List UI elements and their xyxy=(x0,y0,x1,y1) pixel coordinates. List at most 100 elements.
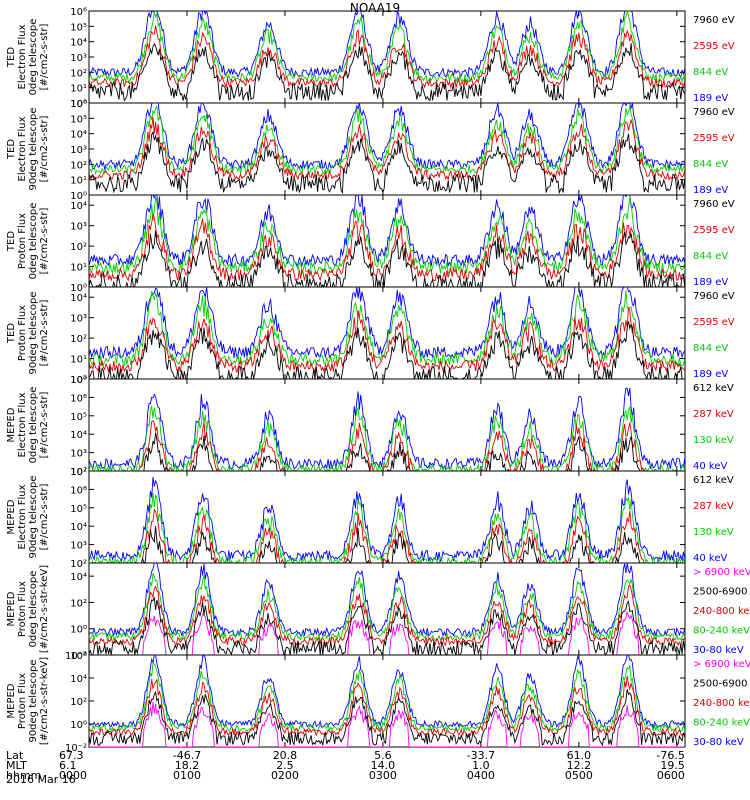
series-line xyxy=(89,526,685,563)
y-tick-label: 10² xyxy=(70,242,87,253)
y-axis-label-line: MEPED xyxy=(6,591,17,626)
y-axis-label-line: 90deg telescope xyxy=(28,659,39,742)
x-tick-label: 0100 xyxy=(173,769,201,782)
y-axis-label-line: [#/cm2-s-str] xyxy=(39,391,50,458)
series-line xyxy=(89,289,685,367)
y-tick-label: 10⁴ xyxy=(70,293,87,304)
series-line xyxy=(89,492,685,563)
y-tick-label: 10⁴ xyxy=(70,38,87,49)
y-axis-label-line: MEPED xyxy=(6,407,17,442)
y-axis-label-line: [#/cm2-s-str] xyxy=(39,23,50,90)
legend-entry: 2595 eV xyxy=(693,133,735,144)
y-tick-label: 10³ xyxy=(70,222,87,233)
legend-entry: 80-240 keV xyxy=(693,626,750,637)
y-tick-label: 10⁰ xyxy=(70,191,87,202)
legend-entry: 7960 eV xyxy=(693,15,735,26)
y-axis-label-line: 90deg telescope xyxy=(28,475,39,558)
series-line xyxy=(89,689,685,747)
series-line xyxy=(89,11,685,84)
y-axis-label-line: Proton Flux xyxy=(17,673,28,729)
legend-entry: 844 eV xyxy=(693,251,728,262)
y-tick-label: 10³ xyxy=(70,541,87,552)
x-tick-label: -46.7 xyxy=(173,749,201,762)
series-line xyxy=(89,563,685,638)
y-axis-label-line: Proton Flux xyxy=(17,581,28,637)
x-tick-label: 1.0 xyxy=(472,759,490,772)
x-tick-label: 18.2 xyxy=(175,759,200,772)
y-tick-label: 10⁴ xyxy=(70,572,87,583)
legend-entry: 130 keV xyxy=(693,527,734,538)
legend-entry: 2595 eV xyxy=(693,317,735,328)
y-axis-label: TED Proton Flux 90deg telescope [#/cm2-s-st… xyxy=(6,291,50,374)
x-tick-label: -33.7 xyxy=(467,749,495,762)
y-tick-label: 10⁵ xyxy=(70,114,87,125)
footer-date: 2016 Mar 16 xyxy=(6,773,76,786)
legend-entry: 30-80 keV xyxy=(693,737,744,748)
y-tick-label: 10⁵ xyxy=(70,22,87,33)
legend-entry: 130 keV xyxy=(693,435,734,446)
y-tick-label: 10¹ xyxy=(70,355,87,366)
series-line xyxy=(89,195,685,268)
legend-entry: 844 eV xyxy=(693,159,728,170)
x-tick-label: 5.6 xyxy=(374,749,392,762)
y-axis-label-line: TED xyxy=(6,323,17,344)
y-axis-label-line: MEPED xyxy=(6,683,17,718)
y-tick-label: 10⁶ xyxy=(70,99,87,110)
x-tick-label: 61.0 xyxy=(567,749,592,762)
y-axis-label-line: [#/cm2-s-str] xyxy=(39,115,50,182)
y-tick-label: 10⁵ xyxy=(70,412,87,423)
x-tick-label: 12.2 xyxy=(567,759,592,772)
legend-entry: > 6900 keV xyxy=(693,567,750,578)
y-tick-label: 10² xyxy=(70,334,87,345)
y-axis-label: TED Electron Flux 0deg telescope [#/cm2-s-s… xyxy=(6,19,50,96)
y-tick-label: 10² xyxy=(70,68,87,79)
y-axis-label-line: 0deg telescope xyxy=(28,387,39,464)
x-tick-label: 14.0 xyxy=(371,759,396,772)
x-axis-row-label: hhmm xyxy=(6,769,41,782)
legend-entry: 40 keV xyxy=(693,553,727,564)
x-tick-label: 0000 xyxy=(59,769,87,782)
legend-entry: 612 keV xyxy=(693,475,734,486)
y-axis-label-line: 0deg telescope xyxy=(28,203,39,280)
panel-frame xyxy=(88,378,686,472)
y-tick-label: 10⁻² xyxy=(65,651,87,662)
y-axis-label: MEPED Proton Flux 0deg telescope [#/cm2-s-s… xyxy=(6,565,50,653)
legend-entry: 612 keV xyxy=(693,383,734,394)
panel-frame xyxy=(88,562,686,656)
legend-entry: 2500-6900 xyxy=(693,679,748,690)
x-tick-label: 0400 xyxy=(467,769,495,782)
y-tick-label: 10⁴ xyxy=(70,201,87,212)
series-line xyxy=(89,213,685,283)
y-axis-label: TED Proton Flux 0deg telescope [#/cm2-s-str… xyxy=(6,203,50,280)
x-tick-label: 19.5 xyxy=(660,759,685,772)
series-line xyxy=(89,611,685,655)
series-line xyxy=(89,387,685,471)
y-tick-label: 10⁰ xyxy=(70,283,87,294)
y-tick-label: 10³ xyxy=(70,53,87,64)
legend-entry: 189 eV xyxy=(693,185,728,196)
x-axis-row-label: Lat xyxy=(6,749,24,762)
panel-frame xyxy=(88,470,686,564)
y-axis-label: MEPED Proton Flux 90deg telescope [#/cm2-s-… xyxy=(6,657,50,745)
y-axis-label-line: Electron Flux xyxy=(17,116,28,181)
y-axis-label-line: Electron Flux xyxy=(17,392,28,457)
y-tick-label: 10² xyxy=(70,598,87,609)
y-axis-label: MEPED Electron Flux 90deg telescope [#/cm2-… xyxy=(6,475,50,558)
legend-entry: 844 eV xyxy=(693,343,728,354)
y-tick-label: 10³ xyxy=(70,145,87,156)
legend-entry: 240-800 keV xyxy=(693,606,750,617)
legend-entry: 189 eV xyxy=(693,277,728,288)
y-tick-label: 10⁶ xyxy=(70,651,87,662)
y-tick-label: 10⁻² xyxy=(65,743,87,754)
y-tick-label: 10⁰ xyxy=(70,720,87,731)
series-line xyxy=(89,584,685,647)
y-axis-label: TED Electron Flux 90deg telescope [#/cm2-s-… xyxy=(6,107,50,190)
series-line xyxy=(89,572,685,642)
y-tick-label: 10⁴ xyxy=(70,522,87,533)
series-line xyxy=(89,508,685,563)
y-axis-label-line: TED xyxy=(6,47,17,68)
y-axis-label-line: 0deg telescope xyxy=(28,19,39,96)
y-tick-label: 10¹ xyxy=(70,263,87,274)
series-line xyxy=(89,307,685,375)
